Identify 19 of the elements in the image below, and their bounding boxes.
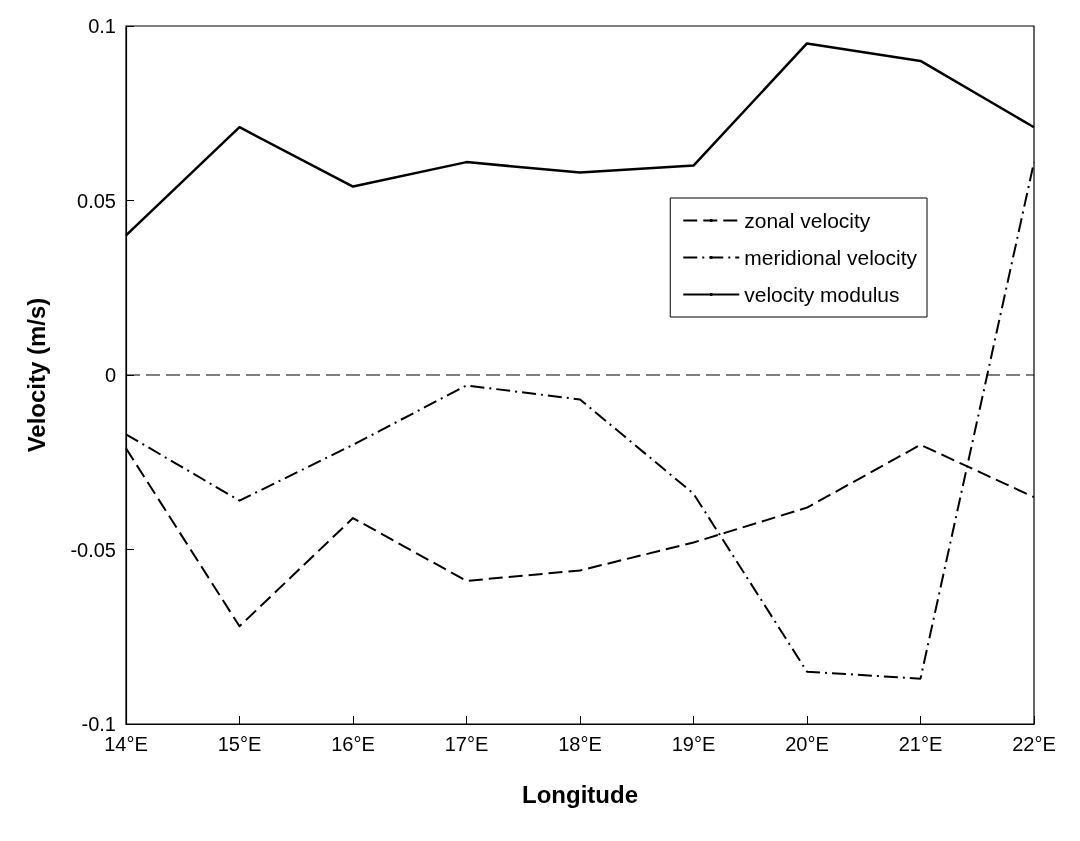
x-tick-label: 22°E — [1012, 733, 1056, 755]
x-tick-label: 14°E — [104, 733, 148, 755]
y-tick-label: 0.05 — [77, 189, 116, 212]
x-tick-label: 19°E — [671, 733, 716, 755]
x-tick-label: 17°E — [444, 733, 489, 755]
y-tick-label: 0 — [104, 364, 116, 386]
x-axis-title: Longitude — [522, 780, 638, 808]
y-tick-label: -0.1 — [81, 713, 116, 735]
y-tick-label: -0.05 — [70, 538, 116, 561]
legend-label: velocity modulus — [744, 283, 900, 306]
y-tick-label: 0.1 — [88, 15, 116, 37]
x-tick-label: 21°E — [898, 733, 943, 755]
legend-label: zonal velocity — [744, 209, 871, 232]
legend-label: meridional velocity — [744, 246, 918, 269]
x-tick-label: 20°E — [785, 733, 829, 755]
x-tick-label: 15°E — [217, 733, 262, 755]
x-tick-label: 18°E — [558, 733, 602, 755]
x-tick-label: 16°E — [331, 733, 375, 755]
y-axis-title: Velocity (m/s) — [22, 297, 50, 453]
